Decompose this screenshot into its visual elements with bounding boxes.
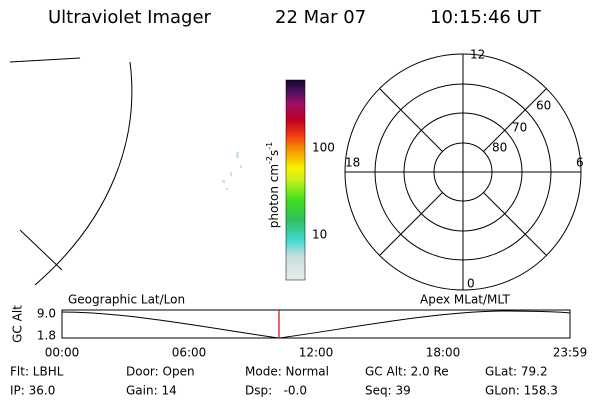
colorbar-label: photon cm-2s-1 <box>265 142 281 229</box>
status-field: Door: Open <box>126 365 195 379</box>
title: Ultraviolet Imager <box>48 7 212 28</box>
geo-line <box>19 229 63 271</box>
status-field: GC Alt: 2.0 Re <box>365 365 449 379</box>
mlat-label: 60 <box>536 99 551 113</box>
image-panel <box>9 57 242 286</box>
status-field: IP: 36.0 <box>10 384 55 398</box>
colorbar-tick: 100 <box>312 141 335 155</box>
exponent: -1 <box>265 142 274 150</box>
mlat-label: 70 <box>512 121 527 135</box>
status-field: GLat: 79.2 <box>485 365 548 379</box>
x-tick-label: 06:00 <box>172 346 207 360</box>
emission-speckle <box>222 152 242 190</box>
time: 10:15:46 UT <box>430 7 542 28</box>
colorbar-tick: 10 <box>312 228 327 242</box>
unit: s <box>267 150 281 156</box>
geo-curve <box>34 61 133 286</box>
x-tick-label: 00:00 <box>45 346 80 360</box>
status-field: GLon: 158.3 <box>485 384 558 398</box>
timeline-frame <box>61 309 571 339</box>
date: 22 Mar 07 <box>275 7 366 28</box>
colorbar <box>285 79 306 281</box>
status-field: Seq: 39 <box>365 384 411 398</box>
y-tick-label: 1.8 <box>37 329 56 343</box>
x-tick-label: 18:00 <box>426 346 461 360</box>
y-label: GC Alt <box>11 305 25 343</box>
y-tick-label: 9.0 <box>37 307 56 321</box>
x-tick-label: 12:00 <box>299 346 334 360</box>
timeline-label: Geographic Lat/Lon <box>68 293 185 307</box>
geo-line <box>9 57 81 63</box>
exponent: -2 <box>265 156 274 164</box>
x-tick-label: 23:59 <box>553 346 588 360</box>
status-field: Flt: LBHL <box>10 365 64 379</box>
mlt-label: 18 <box>345 156 360 170</box>
status-field: Dsp: -0.0 <box>245 384 307 398</box>
altitude-curve <box>61 310 571 339</box>
timeline-label: Apex MLat/MLT <box>420 293 510 307</box>
unit: photon cm <box>267 164 281 228</box>
status-field: Mode: Normal <box>245 365 329 379</box>
mlt-label: 6 <box>576 156 584 170</box>
mlt-label: 12 <box>470 48 485 62</box>
mlat-label: 80 <box>492 141 507 155</box>
status-field: Gain: 14 <box>126 384 177 398</box>
polar-grid <box>344 53 582 291</box>
mlt-label: 0 <box>467 277 475 291</box>
